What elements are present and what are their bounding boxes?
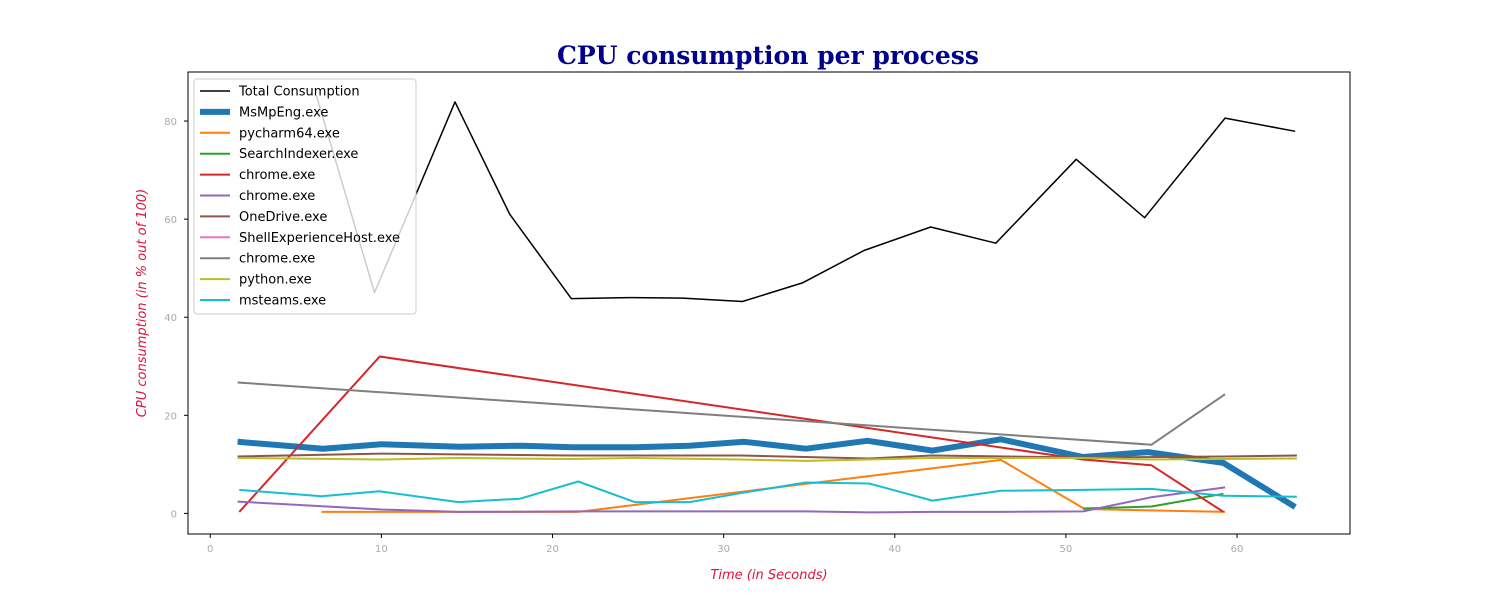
legend-label-8: chrome.exe	[239, 252, 315, 267]
x-tick-label: 60	[1231, 544, 1244, 555]
legend-label-7: ShellExperienceHost.exe	[239, 231, 400, 246]
legend-label-1: MsMpEng.exe	[239, 105, 328, 120]
legend-label-5: chrome.exe	[239, 189, 315, 204]
y-tick-label: 80	[164, 117, 177, 128]
series-layer	[237, 95, 1297, 514]
series-line-9	[237, 457, 1297, 462]
x-tick-label: 40	[888, 544, 901, 555]
tick-layer: 0 10 20 30 40 50 60 0 20 40 60 80	[164, 117, 1243, 555]
chart-title: CPU consumption per process	[557, 41, 979, 70]
y-tick-label: 20	[164, 411, 177, 422]
legend-label-0: Total Consumption	[238, 85, 360, 100]
legend-label-4: chrome.exe	[239, 168, 315, 183]
y-axis-label: CPU consumption (in % out of 100)	[135, 189, 150, 417]
x-axis-label: Time (in Seconds)	[710, 568, 827, 583]
series-line-0	[315, 95, 1296, 303]
x-tick-label: 50	[1060, 544, 1073, 555]
y-tick-label: 60	[164, 215, 177, 226]
y-tick-label: 40	[164, 313, 177, 324]
series-line-3	[1082, 492, 1224, 510]
legend: Total Consumption MsMpEng.exe pycharm64.ex…	[193, 78, 417, 315]
legend-label-9: python.exe	[239, 273, 312, 288]
legend-label-2: pycharm64.exe	[239, 126, 340, 141]
x-tick-label: 20	[546, 544, 559, 555]
series-line-4	[238, 355, 1224, 513]
x-tick-label: 30	[717, 544, 730, 555]
legend-label-10: msteams.exe	[239, 294, 326, 309]
x-tick-label: 10	[375, 544, 388, 555]
series-line-5	[237, 486, 1226, 514]
x-tick-label: 0	[207, 544, 213, 555]
legend-label-3: SearchIndexer.exe	[239, 147, 358, 162]
legend-items: Total Consumption MsMpEng.exe pycharm64.ex…	[200, 85, 400, 309]
legend-label-6: OneDrive.exe	[239, 210, 327, 225]
series-line-10	[239, 480, 1297, 504]
series-line-1	[237, 436, 1297, 510]
series-line-8	[237, 381, 1226, 446]
y-tick-label: 0	[171, 509, 177, 520]
legend-box	[193, 78, 417, 315]
